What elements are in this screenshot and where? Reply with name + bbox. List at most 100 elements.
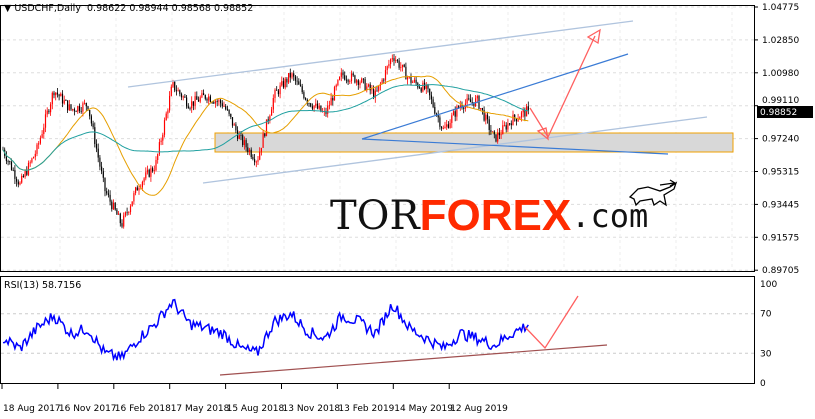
candle-body — [481, 108, 483, 110]
candle-body — [452, 111, 455, 116]
candle-body — [381, 79, 383, 84]
candle-body — [90, 116, 92, 124]
logo-forex: FOREX — [419, 191, 572, 240]
candle-body — [284, 78, 286, 88]
candle-body — [350, 73, 353, 82]
candle-body — [362, 78, 364, 80]
candle-body — [31, 158, 33, 163]
ma-slow-line — [2, 84, 529, 171]
candle-body — [316, 103, 319, 109]
candle-body — [333, 87, 336, 101]
candle-body — [505, 125, 507, 130]
candle-body — [191, 101, 193, 109]
candle-body — [12, 169, 14, 171]
candle-body — [65, 100, 67, 101]
rsi-trend-line[interactable] — [219, 344, 608, 376]
candle-body — [240, 135, 242, 136]
time-tick-label: 14 May 2019 — [394, 404, 453, 414]
time-tick-label: 15 Aug 2018 — [227, 404, 285, 414]
candle-body — [390, 59, 392, 65]
candle-body — [478, 95, 480, 109]
candle-body — [298, 81, 300, 85]
candle-body — [376, 90, 378, 92]
candle-body — [94, 127, 96, 144]
candle-body — [225, 106, 227, 110]
candle-body — [26, 171, 28, 175]
rsi-line — [2, 298, 529, 362]
candle-body — [439, 117, 441, 127]
arrow-head-icon — [586, 28, 601, 45]
candle-body — [512, 114, 514, 126]
candle-body — [46, 110, 48, 115]
candle-body — [51, 92, 53, 105]
candle-body — [400, 67, 402, 68]
trend-line-up[interactable] — [361, 53, 629, 140]
candle-body — [401, 64, 404, 68]
candle-body — [486, 114, 489, 120]
channel-upper-line[interactable] — [127, 20, 634, 88]
candle-body — [310, 103, 312, 107]
candle-body — [243, 140, 245, 146]
price-tick-label: 0.89705 — [762, 266, 799, 276]
candle-body — [77, 106, 79, 112]
candle-body — [9, 161, 11, 163]
candle-body — [257, 159, 259, 162]
candle-body — [383, 79, 385, 81]
candle-body — [34, 153, 36, 157]
candle-body — [124, 212, 126, 216]
support-zone[interactable] — [214, 132, 734, 153]
candle-body — [441, 126, 443, 129]
candle-body — [427, 84, 429, 89]
collapse-icon[interactable]: ▼ — [4, 3, 12, 14]
time-tick-label: 17 May 2018 — [171, 404, 230, 414]
candle-body — [456, 106, 458, 117]
candle-body — [63, 100, 65, 104]
candle-body — [160, 140, 162, 143]
candle-body — [286, 78, 288, 83]
candle-body — [410, 76, 412, 83]
candle-body — [364, 79, 366, 91]
candle-body — [169, 95, 171, 111]
candle-body — [517, 118, 519, 122]
candle-body — [152, 168, 154, 172]
close-value: 0.98852 — [213, 3, 254, 14]
arrow-head-icon — [536, 127, 549, 141]
candle-body — [247, 147, 249, 153]
candle-body — [393, 58, 395, 61]
candle-body — [238, 135, 240, 139]
candle-body — [135, 187, 137, 194]
candle-body — [522, 110, 524, 113]
candle-body — [235, 124, 237, 131]
rsi-tick-label: 100 — [760, 280, 777, 290]
candle-body — [267, 119, 269, 121]
candle-body — [485, 114, 487, 121]
candle-body — [174, 81, 176, 91]
candles — [2, 54, 529, 229]
candle-body — [60, 93, 62, 97]
rsi-value: 58.7156 — [41, 280, 82, 291]
candle-body — [254, 159, 256, 163]
trend-line-down[interactable] — [361, 138, 669, 155]
candle-body — [299, 84, 302, 87]
price-tick-label: 1.00980 — [762, 69, 799, 79]
candle-body — [56, 92, 58, 95]
candle-body — [112, 202, 115, 210]
logo-com: .com — [571, 197, 649, 235]
time-tick-label: 16 Nov 2017 — [59, 404, 117, 414]
grid — [1, 6, 754, 354]
rsi-header: RSI(13) 58.7156 — [4, 280, 81, 291]
candle-body — [420, 88, 422, 92]
candle-body — [514, 114, 516, 119]
candle-body — [5, 155, 7, 162]
candle-body — [325, 111, 327, 114]
price-axis: 1.04775 1.02850 1.00980 0.99110 0.97240 0.953… — [754, 3, 799, 276]
candle-body — [157, 154, 159, 160]
candle-body — [126, 212, 128, 214]
candle-body — [371, 89, 373, 91]
channel-lower-line[interactable] — [202, 116, 708, 184]
candle-body — [187, 106, 189, 109]
open-value: 0.98622 — [87, 3, 127, 14]
candle-body — [391, 58, 393, 60]
candle-body — [269, 115, 271, 121]
candle-body — [99, 157, 101, 167]
